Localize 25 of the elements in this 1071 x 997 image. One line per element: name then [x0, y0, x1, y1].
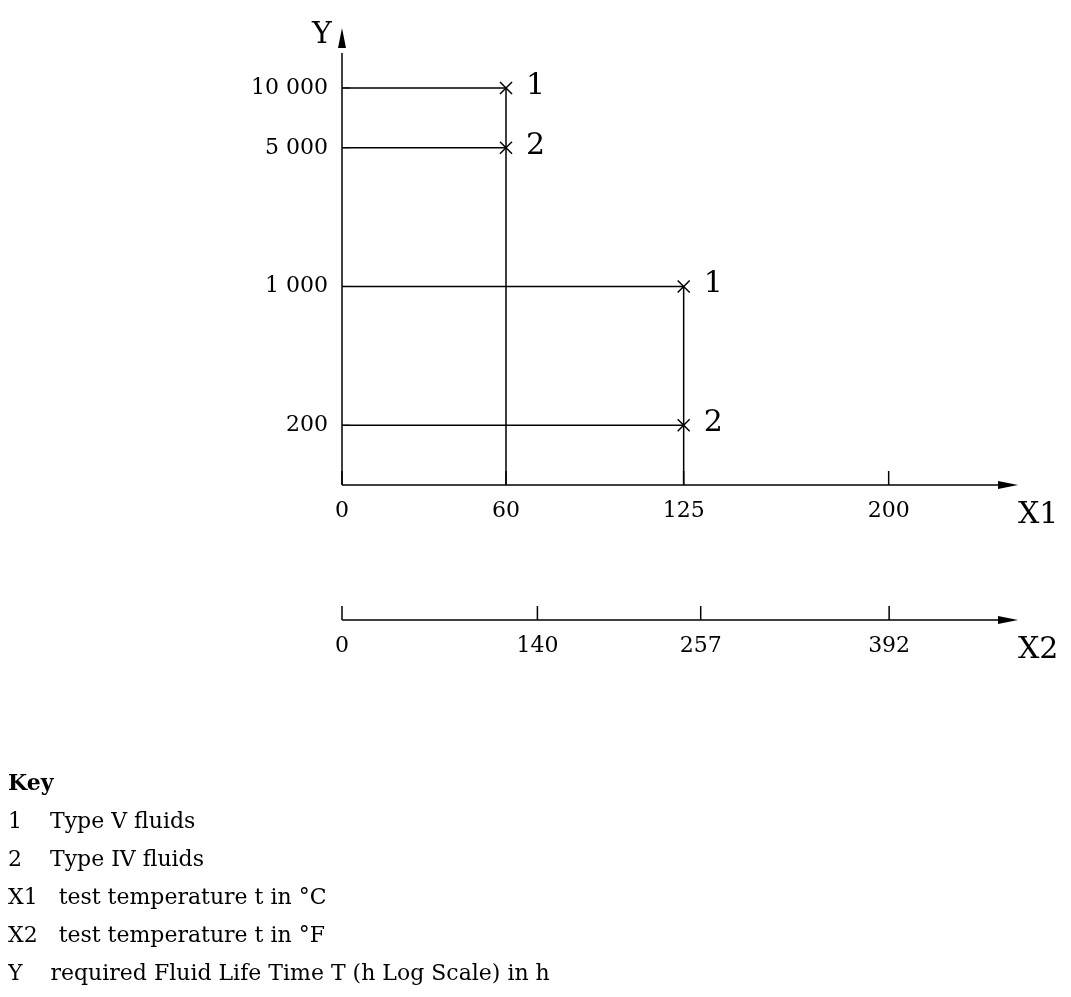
series-label: 2 [526, 125, 546, 161]
y-tick-label: 1 000 [265, 272, 328, 298]
y-tick-label: 10 000 [251, 73, 328, 99]
x-tick-label: 60 [492, 497, 520, 522]
y-axis-title: Y [311, 15, 333, 50]
series-label: 1 [526, 65, 546, 101]
x2-tick-label: 0 [335, 632, 349, 657]
y-tick-label: 5 000 [265, 133, 328, 159]
x-tick-label: 0 [335, 497, 349, 522]
text: 2 [703, 403, 723, 439]
text: Key [8, 769, 55, 795]
text: 1 [703, 264, 723, 300]
x2-tick-label: 257 [679, 632, 722, 657]
y-tick-label: 200 [286, 411, 328, 437]
text: X2 test temperature t in °F [8, 922, 325, 947]
x-axis-title: X1 [1018, 495, 1059, 530]
text: 1 Type V fluids [8, 808, 196, 833]
x-tick-label: 125 [662, 497, 705, 522]
x-tick-label: 200 [867, 497, 910, 522]
text: 2 Type IV fluids [8, 846, 204, 871]
x2-tick-label: 392 [868, 632, 911, 657]
x2-tick-label: 140 [516, 632, 559, 657]
x2-axis-title: X2 [1018, 630, 1059, 665]
text: X1 test temperature t in °C [8, 884, 327, 909]
text: Y required Fluid Life Time T (h Log Scale) in h [7, 960, 550, 985]
